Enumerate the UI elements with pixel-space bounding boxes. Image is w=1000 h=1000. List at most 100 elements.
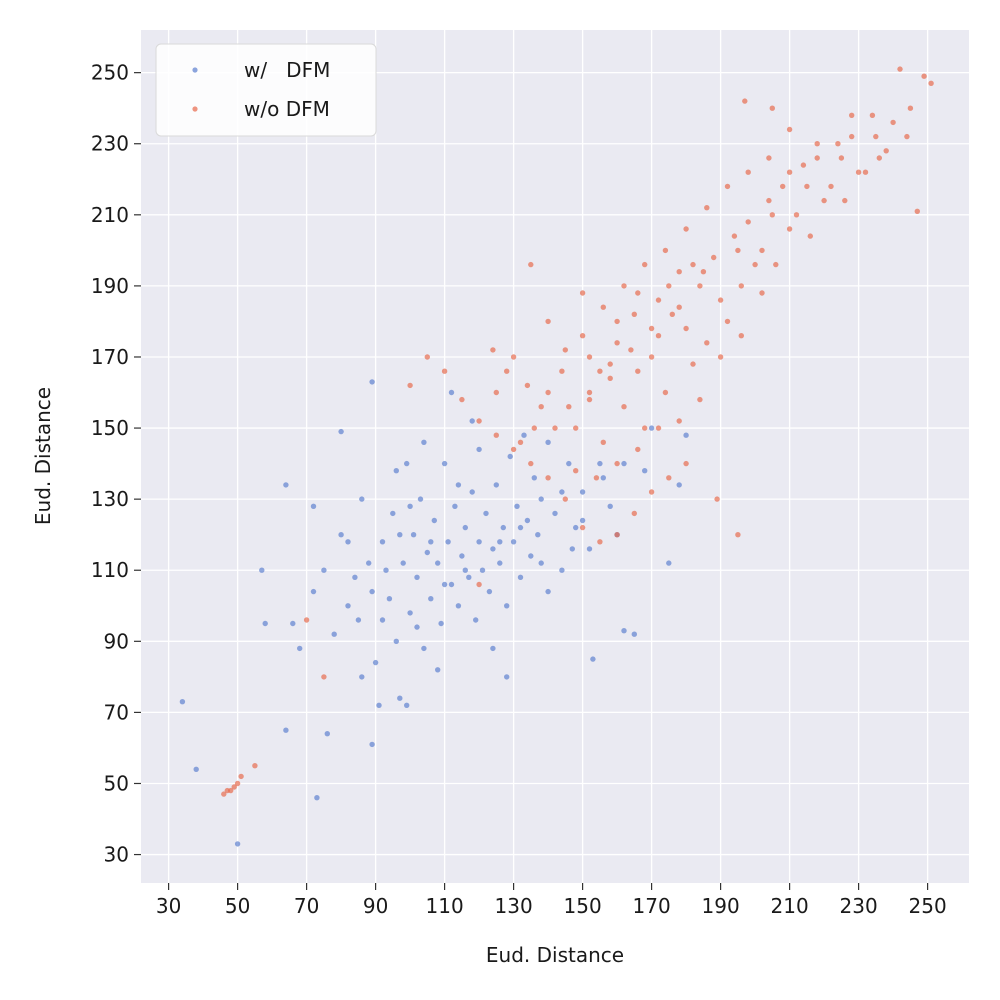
data-point xyxy=(321,567,327,573)
data-point xyxy=(407,610,413,616)
data-point xyxy=(310,588,317,595)
data-point xyxy=(621,404,627,410)
data-point xyxy=(662,389,669,396)
data-point xyxy=(417,496,424,502)
y-tick-label: 30 xyxy=(104,843,129,867)
data-point xyxy=(607,375,613,381)
data-point xyxy=(404,460,410,467)
data-point xyxy=(459,553,465,559)
data-point xyxy=(631,631,637,637)
data-point xyxy=(559,567,565,573)
data-point xyxy=(780,183,786,190)
data-point xyxy=(221,791,227,797)
data-point xyxy=(773,261,779,268)
data-point xyxy=(724,318,731,325)
data-point xyxy=(452,503,458,509)
data-point xyxy=(579,290,586,296)
data-point xyxy=(714,496,720,502)
data-point xyxy=(635,368,641,374)
data-point xyxy=(469,418,475,424)
data-point xyxy=(828,183,834,190)
data-point xyxy=(528,460,534,467)
data-point xyxy=(514,503,520,509)
data-point xyxy=(473,617,479,623)
data-point xyxy=(410,532,417,538)
data-point xyxy=(414,574,420,580)
data-point xyxy=(193,766,199,772)
data-point xyxy=(345,539,351,545)
data-point xyxy=(683,460,689,467)
data-point xyxy=(745,169,751,175)
data-point xyxy=(700,269,707,275)
data-point xyxy=(310,503,317,509)
data-point xyxy=(759,290,765,296)
x-tick-label: 190 xyxy=(702,894,740,918)
x-tick-label: 250 xyxy=(909,894,947,918)
data-point xyxy=(628,347,634,353)
data-point xyxy=(883,148,889,154)
data-point xyxy=(379,539,386,545)
data-point xyxy=(642,425,648,431)
data-point xyxy=(690,261,696,268)
data-point xyxy=(448,581,455,588)
data-point xyxy=(397,695,403,701)
data-point xyxy=(597,460,603,467)
data-point xyxy=(704,340,710,346)
data-point xyxy=(283,482,289,488)
data-point xyxy=(631,510,637,517)
data-point xyxy=(738,283,744,289)
data-point xyxy=(566,460,572,467)
data-point xyxy=(531,425,537,431)
data-point xyxy=(379,617,386,623)
data-point xyxy=(586,396,593,403)
data-point xyxy=(590,656,596,662)
y-tick-label: 170 xyxy=(91,345,129,369)
data-point xyxy=(303,617,310,623)
data-point xyxy=(666,475,672,481)
data-point xyxy=(717,354,724,360)
data-point xyxy=(914,208,920,214)
data-point xyxy=(648,354,655,360)
data-point xyxy=(383,567,389,573)
x-tick-label: 90 xyxy=(363,894,388,918)
data-point xyxy=(497,539,503,545)
data-point xyxy=(666,283,672,289)
data-point xyxy=(372,659,379,666)
data-point xyxy=(393,638,399,644)
series-0 xyxy=(179,379,689,847)
data-point xyxy=(359,496,365,502)
data-point xyxy=(759,247,765,254)
data-point xyxy=(490,347,496,353)
data-point xyxy=(573,524,579,531)
data-point xyxy=(573,425,579,431)
data-point xyxy=(262,620,268,627)
data-point xyxy=(559,489,565,495)
data-point xyxy=(234,780,241,787)
data-point xyxy=(662,247,669,254)
data-point xyxy=(752,261,758,268)
data-point xyxy=(607,503,613,509)
data-point xyxy=(579,489,586,495)
data-point xyxy=(524,517,531,524)
data-point xyxy=(283,727,289,733)
data-point xyxy=(504,368,510,374)
data-point xyxy=(786,126,793,133)
data-point xyxy=(738,333,744,339)
data-point xyxy=(648,325,655,332)
data-point xyxy=(338,428,344,435)
data-point xyxy=(614,532,620,538)
data-point xyxy=(655,425,662,431)
data-point xyxy=(838,155,845,161)
data-point xyxy=(731,233,738,239)
y-tick-label: 50 xyxy=(104,771,129,795)
data-point xyxy=(849,112,855,119)
data-point xyxy=(314,795,320,801)
data-point xyxy=(842,197,848,204)
data-point xyxy=(552,510,558,517)
x-ticks: 30 50 70 90 110 130 150 170 190 210 230 250 xyxy=(156,883,947,918)
y-tick-label: 150 xyxy=(91,416,129,440)
data-point xyxy=(466,574,472,580)
data-point xyxy=(486,588,493,595)
data-point xyxy=(404,702,410,708)
data-point xyxy=(921,73,927,79)
